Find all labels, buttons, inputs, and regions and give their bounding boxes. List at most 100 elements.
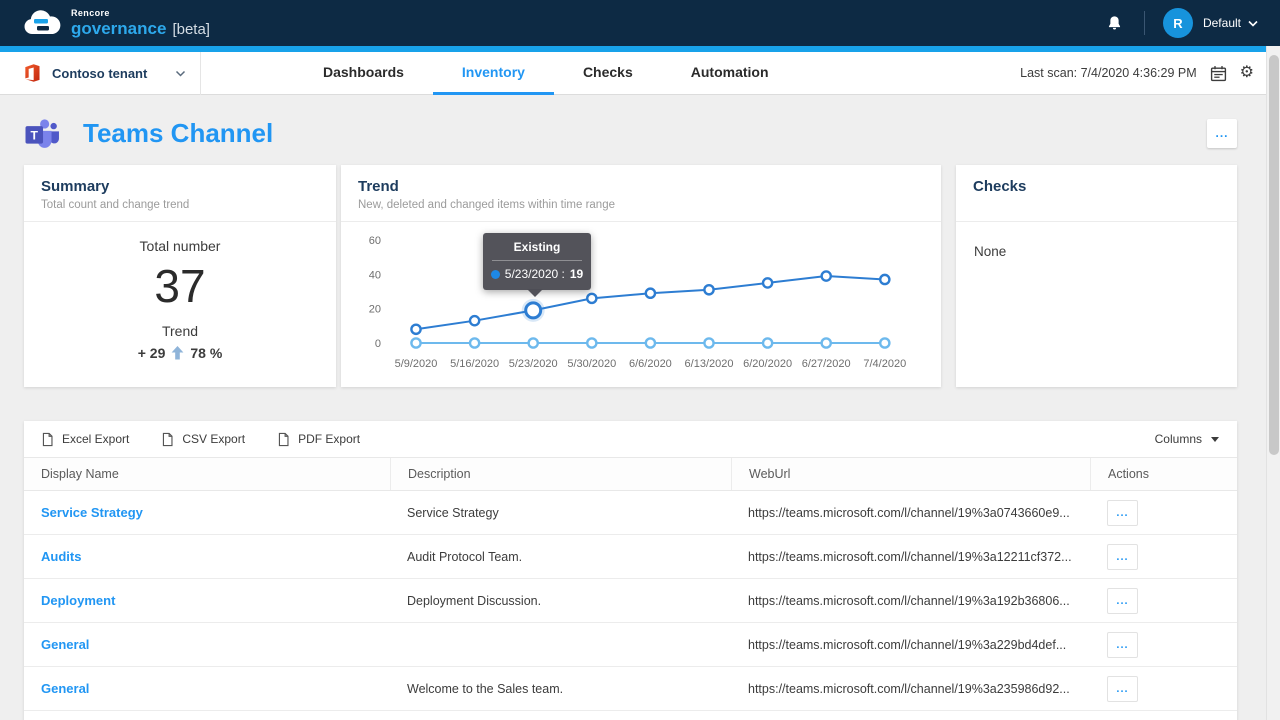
office-tenant-icon [22,63,42,83]
teams-icon: T [24,116,61,150]
description-cell: Service Strategy [390,506,731,520]
last-scan-label: Last scan: 7/4/2020 4:36:29 PM [1020,66,1197,80]
rencore-logo[interactable]: Rencore governance [beta] [22,8,210,38]
display-name-link[interactable]: Audits [24,549,390,564]
trend-card-subtitle: New, deleted and changed items within ti… [358,199,924,211]
trend-chart-area: 02040605/9/20205/16/20205/23/20205/30/20… [341,222,941,386]
tab-checks[interactable]: Checks [554,52,662,95]
table-row: GeneralWelcome to the Sales team.https:/… [24,667,1237,711]
checks-card: Checks None [956,165,1237,387]
display-name-link[interactable]: General [24,637,390,652]
weburl-cell: https://teams.microsoft.com/l/channel/19… [731,506,1090,520]
description-cell: Deployment Discussion. [390,594,731,608]
column-header-actions[interactable]: Actions [1090,458,1237,490]
page-more-button[interactable]: ... [1207,119,1237,148]
header-divider [1144,11,1145,35]
total-number-label: Total number [24,238,336,254]
column-header-display-name[interactable]: Display Name [24,458,390,490]
nav-tabs: DashboardsInventoryChecksAutomation [294,52,798,94]
svg-text:0: 0 [375,338,381,350]
tab-inventory[interactable]: Inventory [433,52,554,95]
cards-row: Summary Total count and change trend Tot… [24,165,1280,387]
svg-text:40: 40 [369,269,381,281]
tenant-label: Contoso tenant [52,66,147,81]
tooltip-series-name: Existing [483,240,591,254]
rencore-cloud-icon [22,8,62,38]
notifications-bell-icon[interactable] [1105,14,1124,33]
columns-chevron-icon [1211,437,1219,442]
tenant-chevron-icon [175,70,186,77]
trend-up-arrow-icon [171,346,184,360]
svg-text:5/30/2020: 5/30/2020 [567,358,616,370]
app-window: Rencore governance [beta] R Default [0,0,1280,720]
table-row: AuditsAudit Protocol Team.https://teams.… [24,535,1237,579]
avatar[interactable]: R [1163,8,1193,38]
total-number-value: 37 [24,262,336,310]
column-header-weburl[interactable]: WebUrl [731,458,1090,490]
summary-card: Summary Total count and change trend Tot… [24,165,336,387]
weburl-cell: https://teams.microsoft.com/l/channel/19… [731,638,1090,652]
columns-dropdown-button[interactable]: Columns [1155,432,1219,446]
svg-text:60: 60 [369,235,381,247]
table-row: General https://teams.microsoft.com/l/cha… [24,623,1237,667]
tab-dashboards[interactable]: Dashboards [294,52,433,95]
navbar: Contoso tenant DashboardsInventoryChecks… [0,52,1280,95]
svg-text:5/23/2020: 5/23/2020 [509,358,558,370]
tooltip-value: 19 [570,267,583,281]
chevron-down-icon[interactable] [1248,20,1258,27]
tenant-selector[interactable]: Contoso tenant [0,52,200,94]
top-header: Rencore governance [beta] R Default [0,0,1280,46]
summary-card-subtitle: Total count and change trend [41,199,319,211]
weburl-cell: https://teams.microsoft.com/l/channel/19… [731,594,1090,608]
trend-card: Trend New, deleted and changed items wit… [341,165,941,387]
display-name-link[interactable]: Service Strategy [24,505,390,520]
csv-file-icon [161,432,174,447]
display-name-link[interactable]: Deployment [24,593,390,608]
profile-menu-label[interactable]: Default [1203,16,1241,30]
svg-text:5/9/2020: 5/9/2020 [395,358,438,370]
tooltip-date-label: 5/23/2020 : [505,267,565,281]
svg-text:5/16/2020: 5/16/2020 [450,358,499,370]
table-row: DeploymentDeployment Discussion.https://… [24,579,1237,623]
trend-delta: + 29 [138,345,166,361]
description-cell: Audit Protocol Team. [390,550,731,564]
table-body: Service StrategyService Strategyhttps://… [24,491,1237,720]
weburl-cell: https://teams.microsoft.com/l/channel/19… [731,550,1090,564]
csv-export-button[interactable]: CSV Export [161,432,245,447]
excel-export-button[interactable]: Excel Export [41,432,129,447]
column-header-description[interactable]: Description [390,458,731,490]
page-scrollbar[interactable] [1266,46,1280,720]
inventory-table-card: Excel Export CSV Export PDF Export Columns… [24,421,1237,720]
trend-chart-svg[interactable]: 02040605/9/20205/16/20205/23/20205/30/20… [341,222,941,386]
columns-label: Columns [1155,432,1202,446]
checks-card-title: Checks [973,178,1220,195]
row-actions-button[interactable]: ... [1107,500,1138,526]
svg-text:6/20/2020: 6/20/2020 [743,358,792,370]
row-actions-button[interactable]: ... [1107,632,1138,658]
weburl-cell: https://teams.microsoft.com/l/channel/19… [731,682,1090,696]
chart-tooltip: Existing 5/23/2020 : 19 [483,233,591,290]
page-head: T Teams Channel ... [24,112,1256,154]
display-name-link[interactable]: General [24,681,390,696]
row-actions-button[interactable]: ... [1107,588,1138,614]
nav-divider [200,52,201,95]
table-row: GeneralWelcome to the Test Team.https://… [24,711,1237,720]
excel-file-icon [41,432,54,447]
tab-automation[interactable]: Automation [662,52,798,95]
tooltip-arrow [527,289,543,297]
summary-card-title: Summary [41,178,319,195]
table-row: Service StrategyService Strategyhttps://… [24,491,1237,535]
svg-text:T: T [30,129,38,143]
avatar-letter: R [1173,16,1182,31]
rencore-logo-text: Rencore governance [beta] [71,9,210,37]
pdf-export-button[interactable]: PDF Export [277,432,360,447]
row-actions-button[interactable]: ... [1107,676,1138,702]
table-toolbar: Excel Export CSV Export PDF Export Columns [24,421,1237,458]
svg-text:6/13/2020: 6/13/2020 [685,358,734,370]
svg-text:6/27/2020: 6/27/2020 [802,358,851,370]
scrollbar-thumb[interactable] [1269,55,1279,455]
row-actions-button[interactable]: ... [1107,544,1138,570]
calendar-icon[interactable] [1210,65,1227,82]
settings-gear-icon[interactable]: ⚙ [1240,65,1254,81]
description-cell: Welcome to the Sales team. [390,682,731,696]
